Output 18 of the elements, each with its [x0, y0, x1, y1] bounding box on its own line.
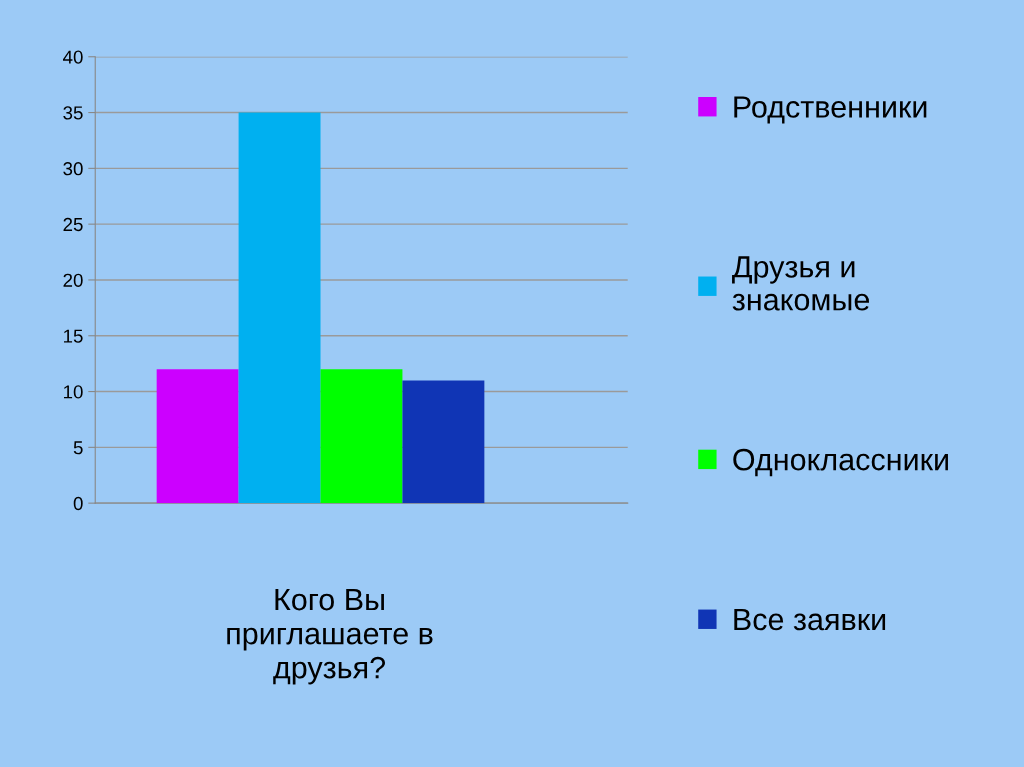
y-tick-label: 0: [73, 496, 83, 511]
legend-label: Одноклассники: [733, 448, 948, 477]
y-tick-label: 35: [63, 106, 83, 120]
y-tick-label: 30: [63, 162, 83, 176]
y-tick-label: 40: [63, 50, 83, 64]
legend-label: Родственники: [734, 96, 927, 124]
y-tick-label: 15: [64, 329, 83, 343]
y-tick-label: 10: [64, 385, 83, 399]
y-tick-label: 25: [63, 217, 83, 232]
legend-label: Все заявки: [734, 609, 886, 631]
bar: [402, 380, 485, 504]
y-tick-label: 5: [73, 441, 83, 455]
bar: [238, 112, 321, 504]
bar: [156, 369, 239, 504]
legend-label: Друзья и знакомые: [732, 256, 870, 311]
y-tick-label: 20: [63, 273, 83, 287]
bar: [320, 369, 403, 504]
x-axis-title: Кого Вы приглашаете в друзья?: [227, 589, 433, 685]
